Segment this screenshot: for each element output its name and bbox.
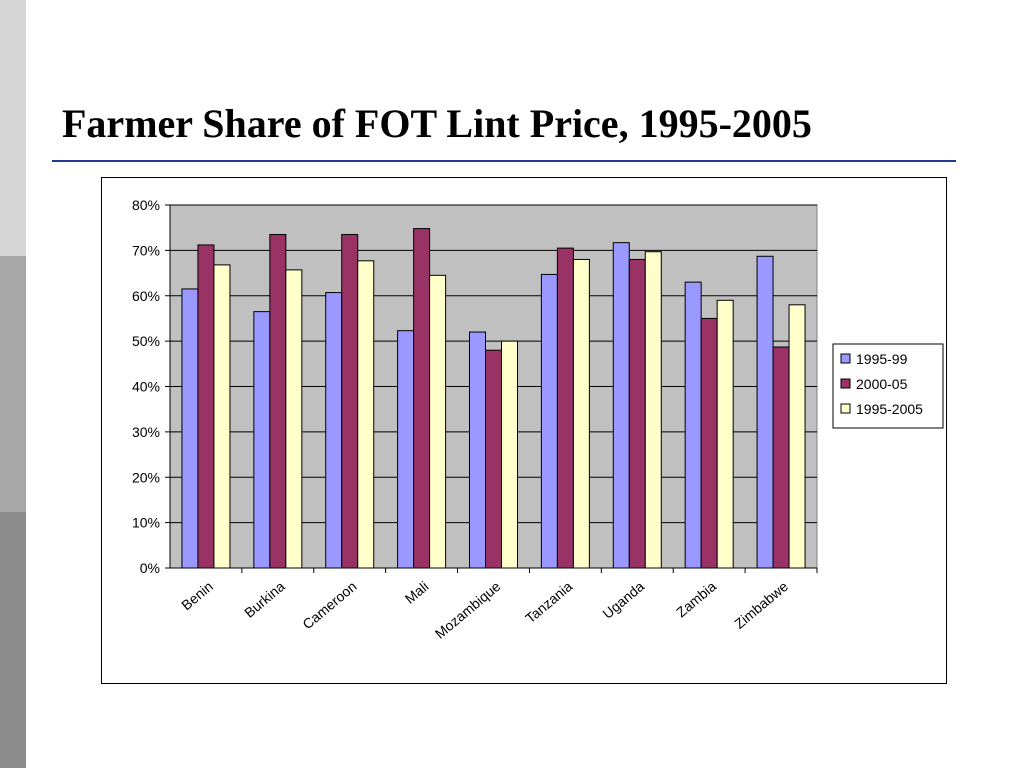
bar <box>253 311 271 569</box>
bar <box>756 255 774 569</box>
x-tick-label: Burkina <box>241 578 288 621</box>
bar <box>485 349 502 569</box>
bar <box>469 331 486 569</box>
bar <box>716 299 734 569</box>
x-tick-label: Mozambique <box>432 578 504 642</box>
sidebar-band-top <box>0 0 26 256</box>
slide-title: Farmer Share of FOT Lint Price, 1995-200… <box>62 101 812 146</box>
x-tick-label: Zambia <box>673 578 719 620</box>
y-tick-label: 70% <box>132 242 160 258</box>
bar <box>788 304 806 569</box>
bar <box>341 233 359 569</box>
bar <box>572 258 590 569</box>
bar <box>285 269 303 569</box>
bar <box>772 346 790 569</box>
x-tick-label: Mali <box>402 578 432 607</box>
bar <box>429 274 447 569</box>
y-tick-label: 50% <box>132 333 160 349</box>
y-tick-label: 60% <box>132 288 160 304</box>
sidebar-band-bottom <box>0 512 26 768</box>
bar <box>397 330 415 569</box>
legend-swatch <box>840 403 851 414</box>
legend-label: 1995-99 <box>856 351 908 367</box>
bar <box>269 233 287 569</box>
bar <box>413 228 431 569</box>
legend-box <box>832 343 944 429</box>
bar <box>700 317 718 569</box>
bar <box>181 288 199 569</box>
y-tick-label: 30% <box>132 424 160 440</box>
x-tick-label: Tanzania <box>522 578 575 626</box>
x-tick-label: Benin <box>178 578 216 613</box>
y-tick-label: 0% <box>140 560 160 576</box>
bar <box>684 281 702 569</box>
y-tick-label: 40% <box>132 379 160 395</box>
bar <box>644 251 662 569</box>
bar <box>556 247 574 569</box>
x-tick-label: Uganda <box>599 578 647 622</box>
bar <box>501 340 518 569</box>
legend-label: 1995-2005 <box>856 401 923 417</box>
legend-swatch <box>840 378 851 389</box>
bar <box>325 292 343 569</box>
bar <box>357 260 375 569</box>
title-rule <box>52 160 956 162</box>
bar <box>213 264 231 569</box>
x-tick-label: Zimbabwe <box>731 578 791 632</box>
legend-swatch <box>840 353 851 364</box>
sidebar-band-middle <box>0 256 26 512</box>
bar <box>612 242 630 569</box>
y-tick-label: 20% <box>132 469 160 485</box>
chart-frame: 0% 10% 20% 30% 40% 50% 60% 70% 80% Benin Burkina Ca… <box>101 177 947 684</box>
bar <box>628 258 646 569</box>
x-tick-label: Cameroon <box>299 578 359 632</box>
y-tick-label: 80% <box>132 197 160 213</box>
bar <box>540 273 558 569</box>
bar <box>197 244 215 569</box>
y-tick-label: 10% <box>132 515 160 531</box>
bar-chart: 0% 10% 20% 30% 40% 50% 60% 70% 80% Benin Burkina Ca… <box>132 197 944 642</box>
legend-label: 2000-05 <box>856 376 908 392</box>
